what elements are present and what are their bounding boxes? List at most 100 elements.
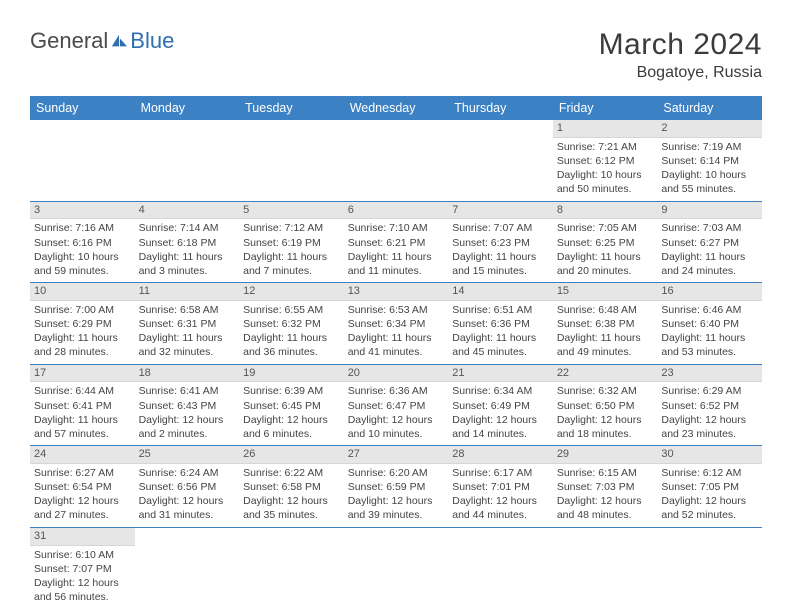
calendar-day: 5Sunrise: 7:12 AMSunset: 6:19 PMDaylight…	[239, 201, 344, 283]
day-details: Sunrise: 6:22 AMSunset: 6:58 PMDaylight:…	[239, 464, 344, 527]
calendar-day: 14Sunrise: 6:51 AMSunset: 6:36 PMDayligh…	[448, 283, 553, 365]
logo: General Blue	[30, 28, 174, 54]
day-number: 16	[657, 283, 762, 301]
day-number: 18	[135, 365, 240, 383]
day-number: 4	[135, 202, 240, 220]
day-number: 14	[448, 283, 553, 301]
calendar-row: 1Sunrise: 7:21 AMSunset: 6:12 PMDaylight…	[30, 120, 762, 201]
day-details: Sunrise: 6:32 AMSunset: 6:50 PMDaylight:…	[553, 382, 658, 445]
day-details: Sunrise: 7:21 AMSunset: 6:12 PMDaylight:…	[553, 138, 658, 201]
day-number: 20	[344, 365, 449, 383]
calendar-day: 2Sunrise: 7:19 AMSunset: 6:14 PMDaylight…	[657, 120, 762, 201]
calendar-empty	[239, 120, 344, 201]
day-number: 10	[30, 283, 135, 301]
day-number: 6	[344, 202, 449, 220]
calendar-day: 26Sunrise: 6:22 AMSunset: 6:58 PMDayligh…	[239, 446, 344, 528]
calendar-day: 1Sunrise: 7:21 AMSunset: 6:12 PMDaylight…	[553, 120, 658, 201]
day-number: 17	[30, 365, 135, 383]
day-details: Sunrise: 7:10 AMSunset: 6:21 PMDaylight:…	[344, 219, 449, 282]
calendar-day: 7Sunrise: 7:07 AMSunset: 6:23 PMDaylight…	[448, 201, 553, 283]
calendar-row: 10Sunrise: 7:00 AMSunset: 6:29 PMDayligh…	[30, 283, 762, 365]
calendar-empty	[135, 120, 240, 201]
day-details: Sunrise: 6:55 AMSunset: 6:32 PMDaylight:…	[239, 301, 344, 364]
weekday-header-row: SundayMondayTuesdayWednesdayThursdayFrid…	[30, 96, 762, 120]
calendar-day: 29Sunrise: 6:15 AMSunset: 7:03 PMDayligh…	[553, 446, 658, 528]
calendar-day: 24Sunrise: 6:27 AMSunset: 6:54 PMDayligh…	[30, 446, 135, 528]
weekday-header: Monday	[135, 96, 240, 120]
calendar-row: 3Sunrise: 7:16 AMSunset: 6:16 PMDaylight…	[30, 201, 762, 283]
calendar-empty	[344, 120, 449, 201]
day-number: 13	[344, 283, 449, 301]
day-details: Sunrise: 6:34 AMSunset: 6:49 PMDaylight:…	[448, 382, 553, 445]
day-details: Sunrise: 7:07 AMSunset: 6:23 PMDaylight:…	[448, 219, 553, 282]
day-number: 25	[135, 446, 240, 464]
day-details: Sunrise: 6:36 AMSunset: 6:47 PMDaylight:…	[344, 382, 449, 445]
day-number: 22	[553, 365, 658, 383]
day-details: Sunrise: 6:44 AMSunset: 6:41 PMDaylight:…	[30, 382, 135, 445]
day-number: 12	[239, 283, 344, 301]
weekday-header: Thursday	[448, 96, 553, 120]
calendar-table: SundayMondayTuesdayWednesdayThursdayFrid…	[30, 96, 762, 608]
day-number: 9	[657, 202, 762, 220]
calendar-empty	[553, 527, 658, 608]
weekday-header: Sunday	[30, 96, 135, 120]
calendar-empty	[30, 120, 135, 201]
day-number: 28	[448, 446, 553, 464]
day-number: 21	[448, 365, 553, 383]
calendar-day: 17Sunrise: 6:44 AMSunset: 6:41 PMDayligh…	[30, 364, 135, 446]
calendar-empty	[135, 527, 240, 608]
calendar-empty	[448, 120, 553, 201]
day-details: Sunrise: 6:58 AMSunset: 6:31 PMDaylight:…	[135, 301, 240, 364]
calendar-day: 15Sunrise: 6:48 AMSunset: 6:38 PMDayligh…	[553, 283, 658, 365]
logo-word-general: General	[30, 28, 108, 54]
calendar-empty	[448, 527, 553, 608]
day-number: 8	[553, 202, 658, 220]
day-number: 19	[239, 365, 344, 383]
calendar-empty	[344, 527, 449, 608]
day-number: 7	[448, 202, 553, 220]
day-details: Sunrise: 7:05 AMSunset: 6:25 PMDaylight:…	[553, 219, 658, 282]
day-details: Sunrise: 6:51 AMSunset: 6:36 PMDaylight:…	[448, 301, 553, 364]
calendar-day: 20Sunrise: 6:36 AMSunset: 6:47 PMDayligh…	[344, 364, 449, 446]
calendar-day: 12Sunrise: 6:55 AMSunset: 6:32 PMDayligh…	[239, 283, 344, 365]
day-number: 30	[657, 446, 762, 464]
day-number: 2	[657, 120, 762, 138]
calendar-day: 23Sunrise: 6:29 AMSunset: 6:52 PMDayligh…	[657, 364, 762, 446]
calendar-row: 24Sunrise: 6:27 AMSunset: 6:54 PMDayligh…	[30, 446, 762, 528]
calendar-day: 27Sunrise: 6:20 AMSunset: 6:59 PMDayligh…	[344, 446, 449, 528]
day-details: Sunrise: 6:53 AMSunset: 6:34 PMDaylight:…	[344, 301, 449, 364]
day-number: 5	[239, 202, 344, 220]
day-details: Sunrise: 6:15 AMSunset: 7:03 PMDaylight:…	[553, 464, 658, 527]
day-number: 1	[553, 120, 658, 138]
calendar-day: 19Sunrise: 6:39 AMSunset: 6:45 PMDayligh…	[239, 364, 344, 446]
calendar-day: 22Sunrise: 6:32 AMSunset: 6:50 PMDayligh…	[553, 364, 658, 446]
calendar-day: 11Sunrise: 6:58 AMSunset: 6:31 PMDayligh…	[135, 283, 240, 365]
weekday-header: Wednesday	[344, 96, 449, 120]
location-label: Bogatoye, Russia	[599, 64, 762, 82]
calendar-row: 31Sunrise: 6:10 AMSunset: 7:07 PMDayligh…	[30, 527, 762, 608]
weekday-header: Friday	[553, 96, 658, 120]
day-details: Sunrise: 6:27 AMSunset: 6:54 PMDaylight:…	[30, 464, 135, 527]
day-details: Sunrise: 6:46 AMSunset: 6:40 PMDaylight:…	[657, 301, 762, 364]
day-details: Sunrise: 6:12 AMSunset: 7:05 PMDaylight:…	[657, 464, 762, 527]
calendar-day: 21Sunrise: 6:34 AMSunset: 6:49 PMDayligh…	[448, 364, 553, 446]
day-number: 27	[344, 446, 449, 464]
day-details: Sunrise: 6:17 AMSunset: 7:01 PMDaylight:…	[448, 464, 553, 527]
day-number: 29	[553, 446, 658, 464]
calendar-day: 4Sunrise: 7:14 AMSunset: 6:18 PMDaylight…	[135, 201, 240, 283]
day-number: 15	[553, 283, 658, 301]
calendar-day: 16Sunrise: 6:46 AMSunset: 6:40 PMDayligh…	[657, 283, 762, 365]
calendar-day: 31Sunrise: 6:10 AMSunset: 7:07 PMDayligh…	[30, 527, 135, 608]
day-details: Sunrise: 7:03 AMSunset: 6:27 PMDaylight:…	[657, 219, 762, 282]
day-details: Sunrise: 7:14 AMSunset: 6:18 PMDaylight:…	[135, 219, 240, 282]
calendar-empty	[657, 527, 762, 608]
day-details: Sunrise: 6:20 AMSunset: 6:59 PMDaylight:…	[344, 464, 449, 527]
sail-icon	[110, 33, 128, 49]
day-details: Sunrise: 6:48 AMSunset: 6:38 PMDaylight:…	[553, 301, 658, 364]
day-details: Sunrise: 6:10 AMSunset: 7:07 PMDaylight:…	[30, 546, 135, 609]
calendar-day: 18Sunrise: 6:41 AMSunset: 6:43 PMDayligh…	[135, 364, 240, 446]
day-details: Sunrise: 6:39 AMSunset: 6:45 PMDaylight:…	[239, 382, 344, 445]
day-details: Sunrise: 7:16 AMSunset: 6:16 PMDaylight:…	[30, 219, 135, 282]
calendar-empty	[239, 527, 344, 608]
day-details: Sunrise: 6:29 AMSunset: 6:52 PMDaylight:…	[657, 382, 762, 445]
